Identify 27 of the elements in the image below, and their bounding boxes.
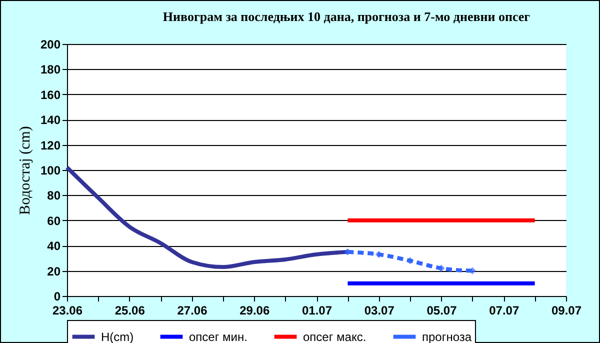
- x-tick-label: 07.07: [489, 304, 520, 318]
- y-tick-label: 100: [40, 164, 61, 178]
- y-axis-title: Водостај (cm): [17, 126, 34, 215]
- y-tick-label: 200: [40, 38, 61, 52]
- x-tick-label: 23.06: [52, 304, 83, 318]
- x-tick-label: 09.07: [551, 304, 582, 318]
- legend-label: опсег макс.: [303, 330, 366, 343]
- point: [406, 257, 414, 264]
- y-tick-label: 60: [47, 214, 61, 228]
- y-tick-label: 20: [47, 264, 61, 278]
- y-tick-label: 80: [47, 188, 61, 203]
- x-tick-label: 05.07: [426, 304, 458, 318]
- x-tick-label: 25.06: [114, 304, 146, 318]
- y-tick-label: 40: [47, 239, 61, 254]
- legend-label: опсег мин.: [189, 330, 248, 343]
- chart-title: Нивограм за последњих 10 дана, прогноза и 7-мо дневни опсег: [162, 9, 530, 24]
- legend-label: прогноза: [422, 330, 472, 343]
- x-tick-label: 27.06: [177, 304, 208, 318]
- x-tick-label: 29.06: [240, 304, 270, 318]
- x-tick-label: 01.07: [302, 304, 332, 318]
- y-tick-label: 180: [40, 62, 61, 77]
- legend-label: H(cm): [101, 330, 134, 343]
- y-tick-label: 140: [40, 113, 61, 128]
- y-tick-label: 120: [40, 138, 61, 152]
- x-tick-label: 03.07: [364, 304, 395, 318]
- y-tick-label: 160: [40, 88, 61, 102]
- y-tick-label: 0: [54, 290, 61, 304]
